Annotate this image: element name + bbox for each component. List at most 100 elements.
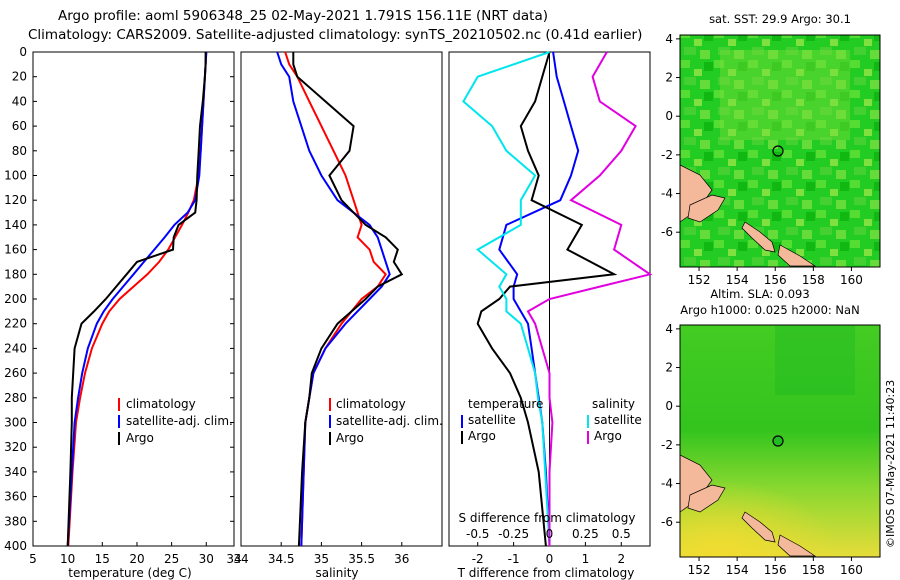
depth-tick-label: 340: [4, 465, 27, 479]
series-line-argo: [292, 52, 404, 547]
depth-tick-label: 360: [4, 490, 27, 504]
depth-tick-label: 80: [12, 144, 27, 158]
x-tick-label: 34.5: [268, 552, 295, 566]
header-line-1: Argo profile: aoml 5906348_25 02-May-202…: [58, 8, 548, 24]
sst-warm-patch: [720, 50, 850, 140]
depth-tick-label: 220: [4, 317, 27, 331]
map-x-tick-label: 152: [688, 273, 711, 287]
map-y-tick-label: -4: [661, 187, 673, 201]
map-x-tick-label: 154: [726, 273, 749, 287]
sst-float-marker: [772, 145, 784, 157]
sla-float-marker: [772, 435, 784, 447]
legend-label-sal-argo: Argo: [594, 429, 622, 443]
map-y-tick-label: 2: [665, 361, 673, 375]
header-line-2: Climatology: CARS2009. Satellite-adjuste…: [28, 27, 642, 43]
footer-timestamp: ©IMOS 07-May-2021 11:40:23: [884, 380, 897, 548]
map-y-tick-label: 0: [665, 399, 673, 413]
difference-legend: temperature satellite Argo salinity sate…: [461, 397, 642, 444]
series-line-satellite-adj-clim-: [66, 51, 208, 547]
secondary-tick-label: -0.25: [498, 527, 529, 541]
t-difference-axis-title: T difference from climatology: [457, 566, 635, 580]
s-difference-axis-title: S difference from climatology: [459, 511, 636, 525]
legend-heading-salinity: salinity: [592, 397, 635, 411]
salinity-profile-plot: 34 34.5 35 35.5 36: [233, 51, 409, 566]
depth-tick-label: 120: [4, 193, 27, 207]
sst-map-frame: [679, 34, 881, 268]
x-tick-label: 35: [314, 552, 329, 566]
map-y-tick-label: 0: [665, 109, 673, 123]
sla-map-title-1: Altim. SLA: 0.093: [710, 287, 809, 301]
depth-tick-label: 60: [12, 119, 27, 133]
temperature-profile-plot: 5 10 15 20 25 30 34: [29, 51, 242, 566]
map-y-tick-label: 4: [665, 322, 673, 336]
depth-tick-label: 140: [4, 218, 27, 232]
sla-map: Altim. SLA: 0.093 Argo h1000: 0.025 h200…: [661, 287, 881, 577]
depth-tick-label: 380: [4, 514, 27, 528]
x-tick-label: 20: [129, 552, 144, 566]
land-solomons: [777, 534, 817, 557]
depth-tick-label: 240: [4, 341, 27, 355]
x-tick-label: -2: [472, 552, 484, 566]
legend-label-climatology: climatology: [336, 397, 406, 411]
x-tick-label: 25: [164, 552, 179, 566]
sst-map-ticks: 152 154 156 158 160 4 2 0 -2 -4 -6: [661, 32, 863, 287]
x-tick-label: -1: [508, 552, 520, 566]
x-tick-label: 30: [199, 552, 214, 566]
map-x-tick-label: 160: [840, 273, 863, 287]
map-x-tick-label: 160: [840, 563, 863, 577]
sla-northeast-patch: [775, 325, 855, 395]
depth-tick-label: 160: [4, 243, 27, 257]
x-tick-label: 1: [582, 552, 590, 566]
depth-tick-label: 320: [4, 440, 27, 454]
salinity-axis-title: salinity: [315, 566, 358, 580]
depth-tick-label: 260: [4, 366, 27, 380]
depth-tick-label: 100: [4, 169, 27, 183]
land-bougainville: [741, 511, 776, 543]
x-tick-label: 2: [617, 552, 625, 566]
series-line-argo: [66, 52, 207, 547]
x-tick-label: 34: [226, 552, 241, 566]
map-y-tick-label: 2: [665, 71, 673, 85]
series-line-salinity-argo: [526, 51, 653, 546]
land-solomons: [777, 244, 817, 267]
legend-label-argo: Argo: [336, 431, 364, 445]
land-bougainville: [741, 221, 776, 253]
series-line-climatology: [67, 51, 208, 547]
legend-label-temp-satellite: satellite: [468, 413, 516, 427]
x-tick-label: 36: [394, 552, 409, 566]
map-x-tick-label: 156: [764, 563, 787, 577]
temperature-axis-title: temperature (deg C): [68, 566, 191, 580]
depth-tick-label: 300: [4, 416, 27, 430]
sla-map-frame: [679, 324, 881, 558]
difference-profile-plot: -2 -1 0 1 2 -0.5 -0.25 0 0.25 0.5: [462, 51, 653, 566]
secondary-tick-label: 0.5: [612, 527, 631, 541]
legend-label-temp-argo: Argo: [468, 429, 496, 443]
secondary-tick-label: -0.5: [466, 527, 489, 541]
depth-tick-label: 0: [19, 45, 27, 59]
x-tick-label: 0: [546, 552, 554, 566]
map-x-tick-label: 158: [802, 563, 825, 577]
legend-label-climatology: climatology: [126, 397, 196, 411]
legend-label-satellite: satellite-adj. clim.: [126, 414, 233, 428]
depth-tick-label: 20: [12, 70, 27, 84]
depth-tick-label: 40: [12, 94, 27, 108]
sla-map-ticks: 152 154 156 158 160 4 2 0 -2 -4 -6: [661, 322, 863, 577]
sst-map: sat. SST: 29.9 Argo: 30.1 152 154 156 158 16…: [661, 12, 881, 287]
sla-map-title-2: Argo h1000: 0.025 h2000: NaN: [680, 303, 859, 317]
map-y-tick-label: -2: [661, 148, 673, 162]
map-x-tick-label: 152: [688, 563, 711, 577]
map-y-tick-label: -6: [661, 225, 673, 239]
series-line-salinity-satellite: [462, 51, 551, 547]
x-tick-label: 10: [60, 552, 75, 566]
series-line-satellite-adj-clim-: [276, 51, 391, 547]
depth-tick-label: 200: [4, 292, 27, 306]
sst-map-title: sat. SST: 29.9 Argo: 30.1: [709, 12, 851, 26]
series-line-temperature-argo: [476, 51, 618, 547]
salinity-legend: climatology satellite-adj. clim. Argo: [329, 397, 443, 445]
map-y-tick-label: 4: [665, 32, 673, 46]
temperature-legend: climatology satellite-adj. clim. Argo: [118, 397, 233, 445]
panel-salinity-frame: [240, 51, 443, 547]
legend-heading-temperature: temperature: [468, 397, 543, 411]
secondary-tick-label: 0: [546, 527, 554, 541]
